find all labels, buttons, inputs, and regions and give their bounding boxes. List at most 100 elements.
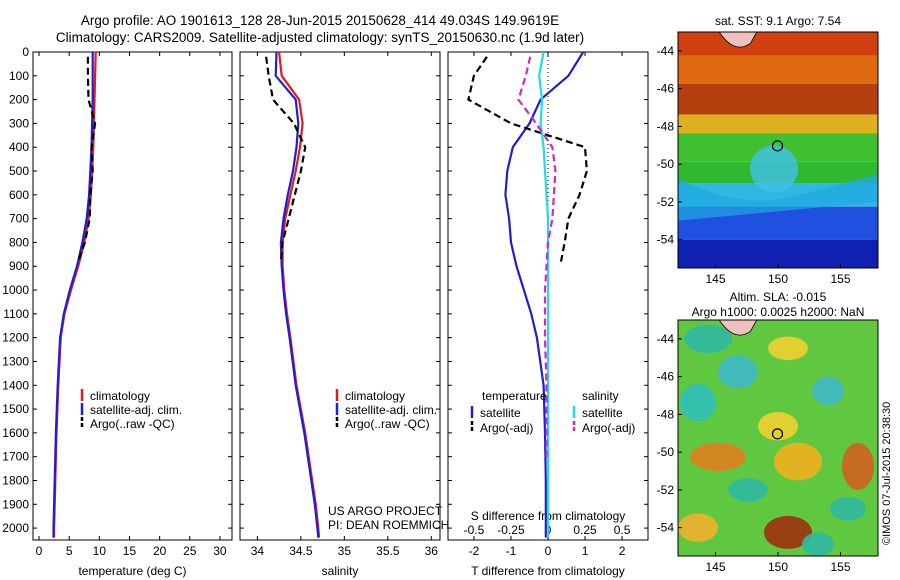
map-y-tick-label: -48 (657, 119, 675, 133)
depth-tick-label: 1500 (2, 402, 29, 416)
coastline (718, 32, 758, 48)
map-y-tick-label: -46 (657, 82, 675, 96)
sla-anomaly (830, 497, 866, 521)
sla-anomaly (764, 515, 812, 549)
x-tick-label: 0 (545, 544, 552, 558)
top-x-tick-label: -0.5 (464, 523, 485, 537)
sla-anomaly (812, 376, 844, 405)
legend-entry: climatology (345, 389, 405, 403)
x-tick-label: 15 (123, 544, 137, 558)
series-line-salinity-satellite-adj--clim- (274, 51, 320, 538)
sst-front (678, 173, 878, 221)
x-tick-label: 35.5 (376, 544, 400, 558)
sla-anomaly (774, 442, 822, 481)
sla-anomaly (802, 532, 834, 556)
map-y-tick-label: -50 (657, 445, 675, 459)
x-tick-label: 5 (66, 544, 73, 558)
depth-tick-label: 400 (9, 140, 29, 154)
depth-tick-label: 600 (9, 188, 29, 202)
legend-entry: Argo(-adj) (480, 421, 533, 435)
coastline (718, 320, 758, 336)
depth-tick-label: 900 (9, 259, 29, 273)
depth-tick-label: 1800 (2, 473, 29, 487)
sla-anomaly (718, 355, 758, 389)
series-line-differences-salinity-satellite (537, 51, 550, 538)
depth-tick-label: 500 (9, 164, 29, 178)
imos-credit: ©IMOS 07-Jul-2015 20:38:30 (881, 401, 893, 545)
panel-frame-temperature (32, 51, 233, 541)
sst-field (678, 32, 878, 268)
legend-entry: climatology (90, 389, 150, 403)
series-line-temperature-argo---raw--qc- (77, 56, 97, 262)
top-x-tick-label: 0.5 (614, 523, 631, 537)
depth-tick-label: 800 (9, 235, 29, 249)
map-x-tick-label: 155 (830, 272, 850, 286)
series-line-temperature-satellite-adj--clim- (52, 52, 94, 538)
x-tick-label: -1 (506, 544, 517, 558)
series-line-salinity-argo---raw--qc- (265, 56, 307, 262)
map-y-tick-label: -52 (657, 195, 675, 209)
map-y-tick-label: -50 (657, 157, 675, 171)
map-y-tick-label: -48 (657, 407, 675, 421)
depth-tick-label: 0 (22, 45, 29, 59)
sla-map-title: Altim. SLA: -0.015 (729, 290, 827, 304)
x-tick-label: 34 (251, 544, 265, 558)
sla-anomaly (728, 478, 768, 502)
map-y-tick-label: -46 (657, 370, 675, 384)
series-line-differences-temperature-argo--adj- (467, 56, 589, 262)
argo-position-marker (771, 428, 784, 440)
depth-tick-label: 1600 (2, 426, 29, 440)
series-line-differences-temperature-satellite (504, 51, 585, 538)
x-axis-label: T difference from climatology (471, 564, 625, 578)
legend-entry: satellite (480, 406, 521, 420)
legend-entry: satellite-adj. clim. (90, 403, 182, 417)
sst-eddy (750, 145, 798, 193)
map-x-tick-label: 145 (705, 272, 725, 286)
series-line-differences-salinity-argo--adj- (517, 56, 557, 462)
figure-title-line2: Climatology: CARS2009. Satellite-adjuste… (55, 30, 585, 45)
map-y-tick-label: -44 (657, 44, 675, 58)
sla-map-subtitle: Argo h1000: 0.0025 h2000: NaN (691, 305, 865, 319)
panel-frame-salinity (239, 51, 441, 541)
project-annotation: PI: DEAN ROEMMICH (328, 518, 449, 532)
sla-anomaly (842, 442, 874, 490)
sla-anomaly (678, 513, 718, 542)
depth-tick-label: 1100 (3, 307, 29, 321)
sla-anomaly (690, 442, 746, 472)
depth-tick-label: 1400 (2, 378, 29, 392)
sla-field (678, 320, 878, 556)
x-tick-label: 0 (36, 544, 43, 558)
sla-anomaly (758, 412, 798, 441)
depth-tick-label: 1700 (2, 450, 29, 464)
x-tick-label: 10 (93, 544, 107, 558)
depth-tick-label: 2000 (2, 521, 29, 535)
argo-position-marker (771, 140, 784, 152)
project-annotation: US ARGO PROJECT (328, 504, 443, 518)
map-y-tick-label: -52 (657, 483, 675, 497)
x-tick-label: 1 (582, 544, 589, 558)
depth-tick-label: 700 (9, 212, 29, 226)
legend-entry: satellite (582, 406, 623, 420)
map-x-tick-label: 145 (705, 560, 725, 574)
sla-anomaly (680, 383, 716, 422)
depth-tick-label: 1200 (2, 331, 29, 345)
map-x-tick-label: 150 (768, 560, 788, 574)
depth-tick-label: 1000 (2, 283, 29, 297)
x-tick-label: 2 (619, 544, 626, 558)
x-tick-label: 36 (425, 544, 439, 558)
x-tick-label: 35 (338, 544, 352, 558)
sst-band (678, 55, 878, 84)
x-tick-label: -2 (469, 544, 480, 558)
map-x-tick-label: 155 (830, 560, 850, 574)
sst-band (678, 239, 878, 268)
sla-anomaly (768, 336, 808, 361)
legend-header: temperature (482, 389, 547, 403)
depth-tick-label: 1300 (2, 354, 29, 368)
x-tick-label: 30 (213, 544, 227, 558)
legend-entry: Argo(-adj) (582, 421, 635, 435)
sst-map-title: sat. SST: 9.1 Argo: 7.54 (714, 14, 842, 28)
depth-tick-label: 100 (9, 69, 29, 83)
legend-header: salinity (582, 389, 619, 403)
map-y-tick-label: -44 (657, 332, 675, 346)
